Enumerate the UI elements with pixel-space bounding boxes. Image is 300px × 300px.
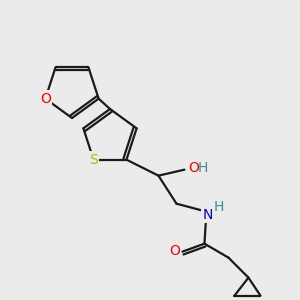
Text: H: H <box>197 161 208 175</box>
Text: S: S <box>89 153 98 167</box>
Text: H: H <box>213 200 224 214</box>
Text: O: O <box>188 161 199 175</box>
Text: N: N <box>202 208 213 222</box>
Text: O: O <box>40 92 51 106</box>
Text: O: O <box>169 244 180 258</box>
